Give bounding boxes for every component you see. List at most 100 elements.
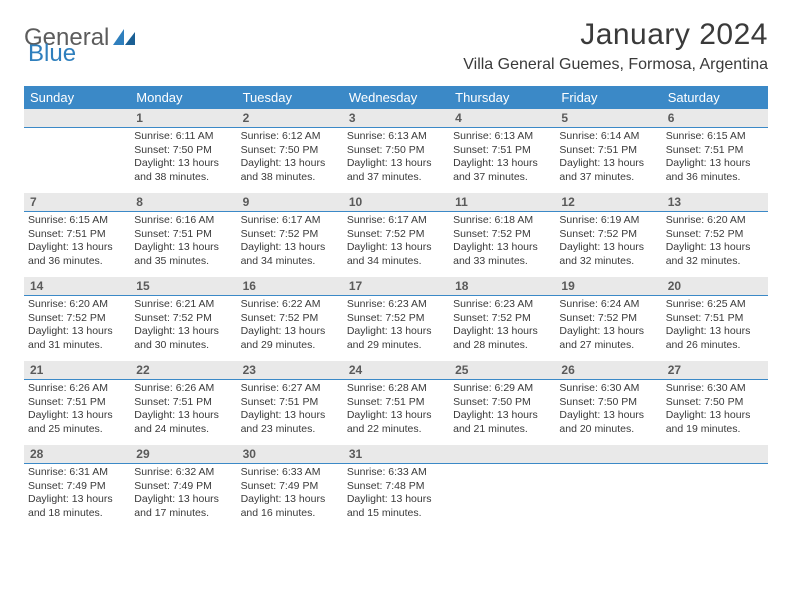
calendar-day-cell: 14Sunrise: 6:20 AMSunset: 7:52 PMDayligh… [24, 277, 130, 361]
day-line: Sunset: 7:52 PM [559, 228, 657, 242]
calendar-day-cell: 16Sunrise: 6:22 AMSunset: 7:52 PMDayligh… [237, 277, 343, 361]
day-line: Sunset: 7:49 PM [241, 480, 339, 494]
weekday-header: Monday [130, 86, 236, 109]
day-line: Daylight: 13 hours and 25 minutes. [28, 409, 126, 436]
day-line: Sunset: 7:52 PM [453, 228, 551, 242]
day-number: 20 [662, 277, 768, 296]
calendar-day-cell: 26Sunrise: 6:30 AMSunset: 7:50 PMDayligh… [555, 361, 661, 445]
day-line: Sunrise: 6:28 AM [347, 382, 445, 396]
day-line: Sunset: 7:52 PM [241, 228, 339, 242]
day-line: Sunset: 7:49 PM [28, 480, 126, 494]
day-content: Sunrise: 6:20 AMSunset: 7:52 PMDaylight:… [24, 296, 130, 357]
day-content: Sunrise: 6:32 AMSunset: 7:49 PMDaylight:… [130, 464, 236, 525]
weekday-header: Friday [555, 86, 661, 109]
day-line: Sunset: 7:52 PM [134, 312, 232, 326]
day-line: Sunset: 7:52 PM [666, 228, 764, 242]
day-number: 5 [555, 109, 661, 128]
calendar-day-cell: 3Sunrise: 6:13 AMSunset: 7:50 PMDaylight… [343, 109, 449, 193]
day-line: Sunrise: 6:26 AM [134, 382, 232, 396]
day-line: Sunrise: 6:17 AM [347, 214, 445, 228]
day-line: Sunset: 7:49 PM [134, 480, 232, 494]
calendar-day-cell: 30Sunrise: 6:33 AMSunset: 7:49 PMDayligh… [237, 445, 343, 529]
day-number: 31 [343, 445, 449, 464]
day-content: Sunrise: 6:13 AMSunset: 7:50 PMDaylight:… [343, 128, 449, 189]
day-line: Sunrise: 6:15 AM [28, 214, 126, 228]
day-line: Daylight: 13 hours and 35 minutes. [134, 241, 232, 268]
day-line: Sunrise: 6:13 AM [453, 130, 551, 144]
day-line: Sunset: 7:51 PM [666, 144, 764, 158]
day-line: Daylight: 13 hours and 37 minutes. [559, 157, 657, 184]
calendar-day-cell: 9 Sunrise: 6:17 AMSunset: 7:52 PMDaylight… [237, 193, 343, 277]
calendar-day-cell [555, 445, 661, 529]
day-content: Sunrise: 6:23 AMSunset: 7:52 PMDaylight:… [343, 296, 449, 357]
day-number: 19 [555, 277, 661, 296]
day-content [555, 464, 661, 524]
day-line: Sunset: 7:52 PM [347, 228, 445, 242]
weekday-header: Tuesday [237, 86, 343, 109]
calendar-day-cell: 19Sunrise: 6:24 AMSunset: 7:52 PMDayligh… [555, 277, 661, 361]
day-line: Daylight: 13 hours and 29 minutes. [241, 325, 339, 352]
day-line: Sunset: 7:51 PM [28, 228, 126, 242]
calendar-day-cell: 28Sunrise: 6:31 AMSunset: 7:49 PMDayligh… [24, 445, 130, 529]
day-line: Daylight: 13 hours and 37 minutes. [453, 157, 551, 184]
calendar-day-cell [662, 445, 768, 529]
day-line: Daylight: 13 hours and 19 minutes. [666, 409, 764, 436]
day-line: Daylight: 13 hours and 34 minutes. [241, 241, 339, 268]
calendar-day-cell: 22Sunrise: 6:26 AMSunset: 7:51 PMDayligh… [130, 361, 236, 445]
day-line: Daylight: 13 hours and 32 minutes. [666, 241, 764, 268]
calendar-day-cell: 12Sunrise: 6:19 AMSunset: 7:52 PMDayligh… [555, 193, 661, 277]
day-line: Sunset: 7:51 PM [241, 396, 339, 410]
day-line: Sunset: 7:50 PM [241, 144, 339, 158]
day-line: Sunrise: 6:16 AM [134, 214, 232, 228]
day-content: Sunrise: 6:11 AMSunset: 7:50 PMDaylight:… [130, 128, 236, 189]
day-line: Sunrise: 6:19 AM [559, 214, 657, 228]
day-number: 4 [449, 109, 555, 128]
day-line: Daylight: 13 hours and 16 minutes. [241, 493, 339, 520]
location: Villa General Guemes, Formosa, Argentina [463, 56, 768, 74]
day-line: Sunset: 7:51 PM [134, 396, 232, 410]
day-number: 30 [237, 445, 343, 464]
day-line: Sunrise: 6:12 AM [241, 130, 339, 144]
calendar-day-cell: 13Sunrise: 6:20 AMSunset: 7:52 PMDayligh… [662, 193, 768, 277]
calendar-day-cell: 11Sunrise: 6:18 AMSunset: 7:52 PMDayligh… [449, 193, 555, 277]
day-line: Daylight: 13 hours and 33 minutes. [453, 241, 551, 268]
calendar-day-cell: 31Sunrise: 6:33 AMSunset: 7:48 PMDayligh… [343, 445, 449, 529]
day-line: Sunrise: 6:17 AM [241, 214, 339, 228]
day-line: Sunrise: 6:21 AM [134, 298, 232, 312]
day-line: Sunset: 7:51 PM [28, 396, 126, 410]
logo-text-blue: Blue [28, 40, 76, 67]
day-content: Sunrise: 6:13 AMSunset: 7:51 PMDaylight:… [449, 128, 555, 189]
day-line: Daylight: 13 hours and 37 minutes. [347, 157, 445, 184]
day-content: Sunrise: 6:30 AMSunset: 7:50 PMDaylight:… [662, 380, 768, 441]
day-content: Sunrise: 6:20 AMSunset: 7:52 PMDaylight:… [662, 212, 768, 273]
day-line: Daylight: 13 hours and 38 minutes. [134, 157, 232, 184]
day-number: 10 [343, 193, 449, 212]
calendar-week-row: 1Sunrise: 6:11 AMSunset: 7:50 PMDaylight… [24, 109, 768, 193]
day-content: Sunrise: 6:25 AMSunset: 7:51 PMDaylight:… [662, 296, 768, 357]
day-number: 13 [662, 193, 768, 212]
day-number: 8 [130, 193, 236, 212]
day-content: Sunrise: 6:23 AMSunset: 7:52 PMDaylight:… [449, 296, 555, 357]
day-line: Sunrise: 6:13 AM [347, 130, 445, 144]
day-line: Sunset: 7:51 PM [347, 396, 445, 410]
day-number: 25 [449, 361, 555, 380]
day-line: Daylight: 13 hours and 27 minutes. [559, 325, 657, 352]
day-line: Daylight: 13 hours and 38 minutes. [241, 157, 339, 184]
calendar-day-cell: 2Sunrise: 6:12 AMSunset: 7:50 PMDaylight… [237, 109, 343, 193]
day-content: Sunrise: 6:33 AMSunset: 7:48 PMDaylight:… [343, 464, 449, 525]
day-number: 29 [130, 445, 236, 464]
day-number: 9 [237, 193, 343, 212]
weekday-header-row: SundayMondayTuesdayWednesdayThursdayFrid… [24, 86, 768, 109]
calendar-day-cell: 23Sunrise: 6:27 AMSunset: 7:51 PMDayligh… [237, 361, 343, 445]
day-line: Sunrise: 6:23 AM [453, 298, 551, 312]
day-number: 1 [130, 109, 236, 128]
day-line: Daylight: 13 hours and 23 minutes. [241, 409, 339, 436]
day-line: Sunrise: 6:14 AM [559, 130, 657, 144]
day-number: 7 [24, 193, 130, 212]
day-content [449, 464, 555, 524]
day-content: Sunrise: 6:16 AMSunset: 7:51 PMDaylight:… [130, 212, 236, 273]
day-number: 18 [449, 277, 555, 296]
day-line: Daylight: 13 hours and 20 minutes. [559, 409, 657, 436]
day-line: Daylight: 13 hours and 18 minutes. [28, 493, 126, 520]
day-content: Sunrise: 6:21 AMSunset: 7:52 PMDaylight:… [130, 296, 236, 357]
